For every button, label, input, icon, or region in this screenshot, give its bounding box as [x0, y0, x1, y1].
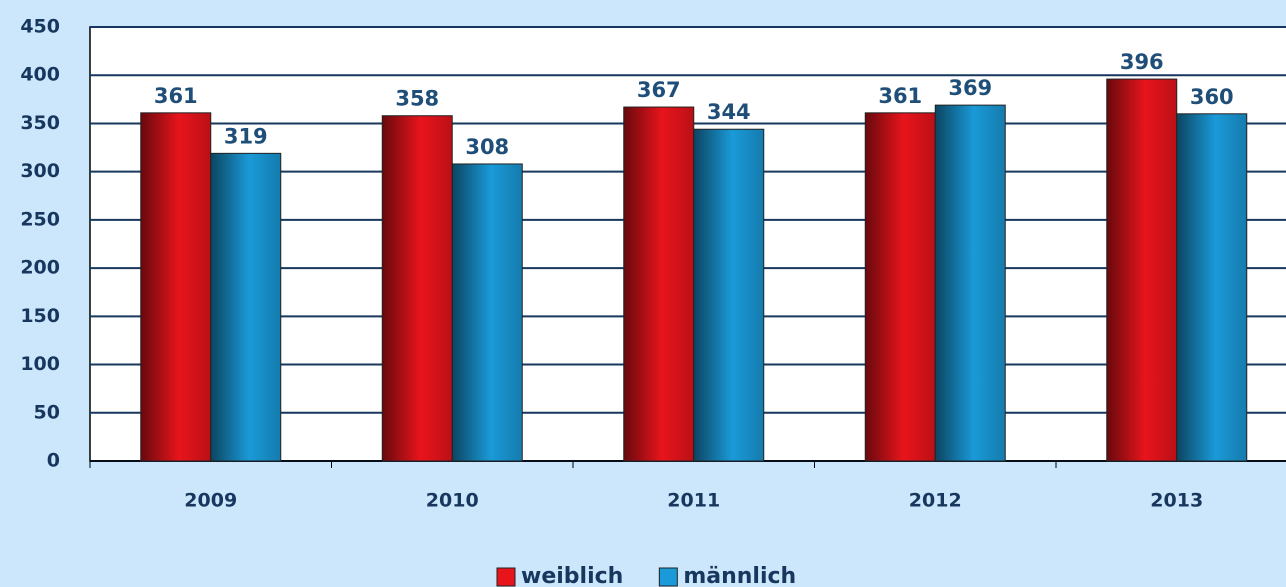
- y-tick-label: 350: [20, 112, 60, 134]
- value-label: 367: [637, 78, 681, 102]
- bar: [623, 106, 695, 462]
- legend-swatch: [658, 567, 678, 587]
- value-label: 369: [948, 76, 992, 100]
- value-label: 396: [1120, 50, 1164, 74]
- x-tick-label: 2011: [667, 490, 720, 512]
- value-label: 308: [465, 135, 509, 159]
- bar: [864, 112, 936, 462]
- legend-label: weiblich: [521, 564, 623, 587]
- y-tick-label: 50: [34, 401, 60, 423]
- bar: [210, 152, 282, 462]
- bar: [1106, 78, 1178, 462]
- y-tick-label: 300: [20, 160, 60, 182]
- y-tick-label: 150: [20, 305, 60, 327]
- value-label: 360: [1190, 85, 1234, 109]
- x-tick-label: 2012: [909, 490, 962, 512]
- y-tick-label: 0: [47, 450, 60, 472]
- value-label: 361: [154, 84, 198, 108]
- x-tick-label: 2013: [1150, 490, 1203, 512]
- legend-swatch: [496, 567, 516, 587]
- bar: [381, 115, 453, 462]
- y-tick-label: 250: [20, 208, 60, 230]
- x-tick-label: 2009: [184, 490, 237, 512]
- bar: [1176, 113, 1248, 462]
- y-tick-label: 450: [20, 16, 60, 38]
- value-label: 361: [878, 84, 922, 108]
- bar: [140, 112, 212, 462]
- y-tick-label: 400: [20, 64, 60, 86]
- bar: [693, 128, 765, 462]
- y-tick-label: 200: [20, 257, 60, 279]
- bar: [934, 104, 1006, 462]
- bar: [451, 163, 523, 462]
- value-label: 344: [707, 100, 751, 124]
- y-tick-label: 100: [20, 353, 60, 375]
- legend-label: männlich: [683, 564, 796, 587]
- value-label: 358: [395, 87, 439, 111]
- value-label: 319: [224, 124, 268, 148]
- x-tick-label: 2010: [426, 490, 479, 512]
